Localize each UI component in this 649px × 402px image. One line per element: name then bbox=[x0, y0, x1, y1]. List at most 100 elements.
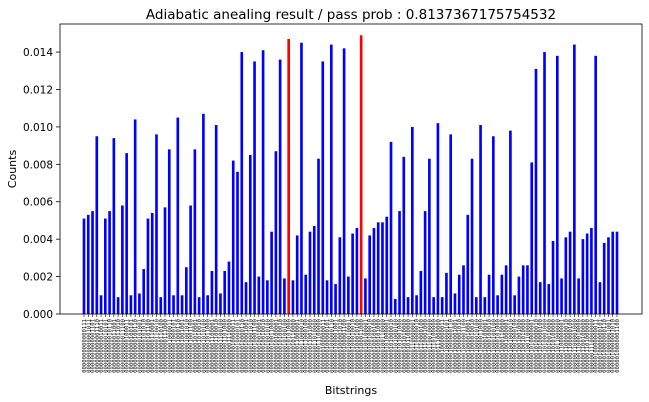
bar bbox=[445, 272, 448, 314]
x-tick-label: 0000001000100100 bbox=[491, 319, 497, 373]
bar bbox=[547, 284, 551, 314]
bar bbox=[317, 158, 320, 314]
x-tick-label: 0000000100100010 bbox=[368, 319, 374, 373]
x-tick-label: 0000000000110001 bbox=[150, 319, 156, 373]
bar bbox=[312, 226, 316, 314]
x-tick-label: 0000001100000010 bbox=[564, 319, 570, 373]
x-tick-label: 0000001001000010 bbox=[508, 319, 514, 373]
x-tick-label: 0000000010000101 bbox=[236, 319, 242, 373]
bar bbox=[466, 214, 470, 314]
bar bbox=[368, 235, 372, 314]
bar bbox=[103, 218, 107, 314]
chart-title: Adiabatic anealing result / pass prob : … bbox=[146, 7, 556, 23]
bar bbox=[581, 239, 585, 314]
x-tick-label: 0000000101000100 bbox=[393, 319, 399, 373]
bar bbox=[253, 61, 256, 314]
bar bbox=[193, 149, 197, 314]
x-tick-label: 0000001010100000 bbox=[551, 319, 557, 373]
bar bbox=[611, 231, 615, 314]
x-tick-label: 0000010000000101 bbox=[598, 319, 604, 373]
x-tick-label: 0000000010010100 bbox=[265, 319, 271, 373]
x-tick-label: 0000000001011000 bbox=[206, 319, 212, 373]
bar bbox=[393, 299, 397, 314]
x-tick-label: 0000000100000101 bbox=[325, 319, 331, 373]
x-tick-label: 0000000001000101 bbox=[172, 319, 178, 373]
x-tick-label: 0000001001100000 bbox=[525, 319, 531, 373]
y-tick-label: 0.006 bbox=[23, 197, 53, 209]
x-tick-label: 0000000100011000 bbox=[359, 319, 365, 373]
bar bbox=[321, 61, 325, 314]
bar bbox=[248, 154, 252, 314]
x-tick-label: 0000001011000000 bbox=[555, 319, 561, 373]
x-tick-label: 0000000001010100 bbox=[201, 319, 207, 373]
bar bbox=[402, 156, 406, 314]
x-tick-label: 0000000000100011 bbox=[125, 319, 131, 373]
x-tick-label: 0000000010001100 bbox=[253, 319, 259, 373]
bar bbox=[308, 231, 312, 314]
bar bbox=[538, 282, 542, 314]
x-tick-label: 0000001000001010 bbox=[457, 319, 463, 373]
bar bbox=[236, 171, 239, 314]
x-tick-label: 0000000100100001 bbox=[363, 319, 369, 373]
bar bbox=[227, 261, 231, 314]
y-tick-label: 0.010 bbox=[23, 122, 53, 134]
bar bbox=[598, 282, 602, 314]
bar bbox=[440, 297, 444, 314]
x-tick-label: 0000000100100100 bbox=[372, 319, 378, 373]
bar bbox=[517, 276, 521, 314]
bar bbox=[342, 48, 346, 315]
x-tick-label: 0000000001101000 bbox=[223, 319, 229, 373]
bar bbox=[150, 212, 154, 314]
bar bbox=[189, 205, 192, 314]
bar bbox=[99, 295, 103, 314]
bar bbox=[543, 52, 546, 315]
x-tick-label: 0000000011000010 bbox=[299, 319, 305, 373]
bar bbox=[389, 141, 393, 314]
bar bbox=[530, 162, 534, 314]
x-tick-label: 0000000100101000 bbox=[376, 319, 382, 373]
bar bbox=[474, 297, 478, 314]
bar bbox=[329, 44, 333, 314]
x-axis-label: Bitstrings bbox=[325, 384, 377, 397]
x-tick-label: 0000000000101100 bbox=[146, 319, 152, 373]
x-tick-label: 0000000000001110 bbox=[95, 319, 101, 373]
x-tick-label: 0000000001110000 bbox=[227, 319, 233, 373]
x-tick-label: 0000001000010010 bbox=[470, 319, 476, 373]
bar bbox=[355, 227, 359, 314]
bar bbox=[496, 295, 499, 314]
x-tick-label: 0000000000000111 bbox=[82, 319, 88, 373]
x-tick-label: 0000000000011001 bbox=[112, 319, 118, 373]
bar bbox=[453, 293, 457, 314]
x-tick-label: 0000000010100001 bbox=[274, 319, 280, 373]
x-tick-label: 0000000000010101 bbox=[103, 319, 109, 373]
x-tick-label: 0000000100110000 bbox=[380, 319, 386, 373]
x-tick-label: 0000000101001000 bbox=[398, 319, 404, 373]
y-tick-label: 0.002 bbox=[23, 272, 53, 284]
bar bbox=[509, 130, 512, 314]
bar bbox=[436, 123, 440, 315]
bar bbox=[244, 282, 248, 314]
x-tick-label: 0000000100000011 bbox=[321, 319, 327, 373]
x-tick-label: 0000001000100010 bbox=[487, 319, 493, 373]
bar bbox=[206, 295, 209, 314]
bar bbox=[197, 297, 201, 314]
bar bbox=[210, 270, 214, 314]
x-tick-label: 0000000010010010 bbox=[261, 319, 267, 373]
y-axis-label: Counts bbox=[6, 150, 19, 189]
x-tick-label: 0000000000101010 bbox=[142, 319, 148, 373]
x-tick-label: 0000001100001000 bbox=[572, 319, 578, 373]
x-tick-label: 0000001100000001 bbox=[560, 319, 566, 373]
x-tick-label: 0000010000001001 bbox=[606, 319, 612, 373]
x-tick-label: 0000000100001010 bbox=[338, 319, 344, 373]
x-tick-label: 0000000101000001 bbox=[385, 319, 391, 373]
x-tick-label: 0000000000010011 bbox=[99, 319, 105, 373]
x-tick-label: 0000000001010010 bbox=[197, 319, 203, 373]
x-tick-label: 0000000110100000 bbox=[432, 319, 438, 373]
x-tick-label: 0000000000001101 bbox=[91, 319, 97, 373]
x-tick-label: 0000001000010001 bbox=[466, 319, 472, 373]
x-tick-label: 0000000110010000 bbox=[427, 319, 433, 373]
bar bbox=[573, 44, 576, 314]
x-tick-label: 0000000010100100 bbox=[282, 319, 288, 373]
bar bbox=[411, 126, 414, 314]
bar bbox=[146, 218, 150, 314]
